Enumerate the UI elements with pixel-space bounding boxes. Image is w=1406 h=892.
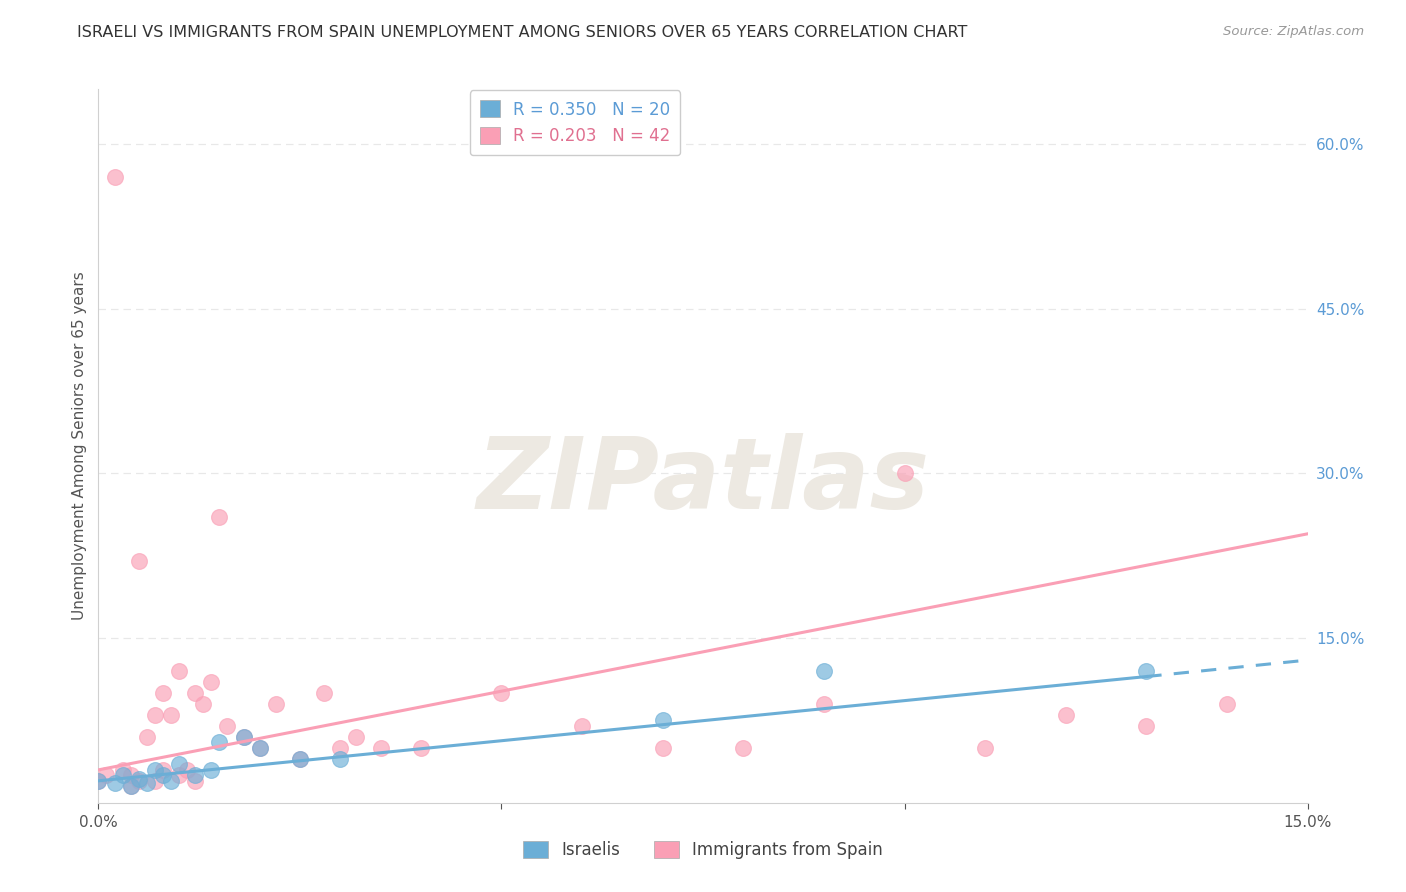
Point (120, 780, 142, 794)
Point (143, 773, 166, 788)
Point (193, 697, 215, 711)
Point (571, 719, 593, 733)
Text: ZIPatlas: ZIPatlas (477, 434, 929, 530)
Point (329, 740, 352, 755)
Point (143, 763, 166, 777)
Point (200, 675, 222, 690)
Point (1135, 719, 1157, 733)
Point (329, 752, 352, 766)
Point (249, 740, 271, 755)
Point (813, 664, 835, 678)
Point (111, 763, 134, 777)
Point (409, 740, 432, 755)
Point (128, 773, 150, 788)
Point (733, 740, 755, 755)
Point (167, 664, 190, 678)
Point (1135, 664, 1157, 678)
Point (87, 773, 110, 788)
Point (184, 773, 207, 788)
Point (893, 467, 915, 481)
Point (184, 686, 207, 700)
Point (160, 708, 183, 723)
Point (167, 768, 190, 782)
Point (288, 752, 311, 766)
Point (208, 735, 231, 749)
Point (167, 757, 190, 772)
Point (128, 772, 150, 786)
Point (208, 510, 231, 524)
Point (232, 730, 254, 744)
Point (176, 763, 198, 777)
Point (288, 752, 311, 766)
Point (120, 780, 142, 794)
Point (344, 730, 367, 744)
Point (813, 697, 835, 711)
Legend: Israelis, Immigrants from Spain: Israelis, Immigrants from Spain (516, 834, 890, 866)
Point (143, 708, 166, 723)
Point (184, 768, 207, 782)
Point (1054, 708, 1077, 723)
Point (1216, 697, 1239, 711)
Point (651, 740, 673, 755)
Point (160, 773, 183, 788)
Point (370, 740, 392, 755)
Y-axis label: Unemployment Among Seniors over 65 years: Unemployment Among Seniors over 65 years (72, 272, 87, 620)
Point (128, 554, 150, 568)
Point (217, 719, 239, 733)
Text: ISRAELI VS IMMIGRANTS FROM SPAIN UNEMPLOYMENT AMONG SENIORS OVER 65 YEARS CORREL: ISRAELI VS IMMIGRANTS FROM SPAIN UNEMPLO… (77, 25, 967, 40)
Point (200, 763, 222, 777)
Point (103, 169, 125, 184)
Point (152, 768, 174, 782)
Point (87, 773, 110, 788)
Point (135, 730, 157, 744)
Point (232, 730, 254, 744)
Point (491, 686, 513, 700)
Point (120, 768, 142, 782)
Point (96, 768, 118, 782)
Point (135, 776, 157, 790)
Point (249, 740, 271, 755)
Text: Source: ZipAtlas.com: Source: ZipAtlas.com (1223, 25, 1364, 38)
Point (111, 768, 134, 782)
Point (314, 686, 336, 700)
Point (264, 697, 287, 711)
Point (152, 686, 174, 700)
Point (974, 740, 997, 755)
Point (152, 763, 174, 777)
Point (103, 776, 125, 790)
Point (651, 714, 673, 728)
